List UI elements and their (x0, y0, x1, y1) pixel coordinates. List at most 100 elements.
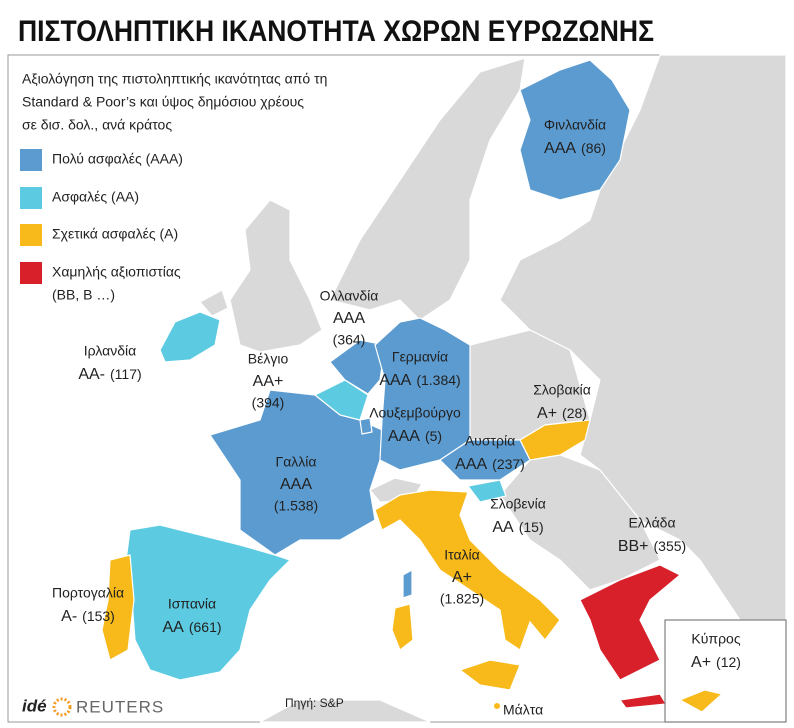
spain (125, 524, 292, 681)
greece (579, 564, 682, 681)
country-debt: (28) (562, 405, 587, 421)
country-debt: (364) (333, 332, 366, 348)
sicily (458, 659, 521, 691)
legend-label: Πολύ ασφαλές (AAA) (52, 151, 183, 167)
country-name: Λουξεμβούργο (369, 405, 461, 421)
country-rating: AAA (455, 456, 487, 473)
country-debt: (661) (189, 619, 222, 635)
country-rating: A+ (452, 569, 472, 586)
country-rating: BB+ (618, 538, 649, 555)
country-rating: AAA (280, 476, 312, 493)
country-rating: AAA (388, 428, 420, 445)
legend-swatch (20, 187, 42, 209)
source: Πηγή: S&P (285, 696, 344, 710)
country-rating: AAA (544, 140, 576, 157)
legend-label: (BB, B …) (52, 287, 115, 303)
country-rating: A- (61, 608, 77, 625)
cyprus (678, 689, 724, 713)
country-name: Βέλγιο (248, 351, 289, 367)
country-rating-debt: BB+ (355) (618, 538, 686, 556)
title: ΠΙΣΤΟΛΗΠΤΙΚΗ ΙΚΑΝΟΤΗΤΑ ΧΩΡΩΝ ΕΥΡΩΖΩΝΗΣ (18, 15, 654, 48)
cyprus-inset (664, 619, 787, 723)
ireland (159, 311, 221, 363)
country-debt: (5) (425, 428, 442, 444)
france (209, 389, 383, 556)
germany (374, 317, 471, 471)
country-name: Γαλλία (275, 454, 316, 470)
africa-coast (259, 699, 431, 723)
country-rating: AAA (333, 310, 365, 327)
scandinavia (329, 57, 526, 321)
northern-ireland (199, 289, 229, 317)
legend-swatch (20, 224, 42, 246)
country-rating-debt: AA (15) (492, 519, 543, 537)
country-debt: (394) (252, 395, 285, 411)
country-name: Κύπρος (691, 631, 740, 647)
legend-label: Σχετικά ασφαλές (A) (52, 226, 178, 242)
subtitle-line: Standard & Poor’s και ύψος δημόσιου χρέο… (22, 94, 304, 110)
country-name: Πορτογαλία (52, 585, 124, 601)
country-rating-debt: AAA (1.384) (379, 372, 460, 390)
country-rating-debt: AAA (5) (388, 428, 442, 446)
malta (494, 703, 500, 709)
country-rating-debt: AA- (117) (78, 366, 141, 384)
country-rating: A+ (537, 405, 557, 422)
logo-ide: idé (22, 696, 47, 715)
great-britain (229, 199, 323, 353)
map-shapes (7, 54, 787, 723)
logo-reuters: REUTERS (76, 697, 164, 716)
country-name: Ελλάδα (628, 515, 675, 531)
legend-swatch (20, 262, 42, 284)
austria (439, 439, 531, 481)
country-rating: AA (162, 619, 184, 636)
country-rating-debt: A+ (28) (537, 405, 587, 423)
country-name: Ιρλανδία (84, 343, 136, 359)
country-debt: (117) (110, 366, 142, 382)
country-name: Αυστρία (465, 433, 515, 449)
legend-label: Ασφαλές (AA) (52, 189, 139, 205)
luxembourg (359, 417, 373, 435)
country-debt: (237) (492, 456, 525, 472)
portugal (101, 554, 135, 661)
sardinia (391, 603, 414, 651)
corsica (402, 568, 413, 599)
country-name: Σλοβενία (490, 496, 546, 512)
italy (374, 489, 561, 651)
country-rating: A+ (691, 654, 711, 671)
netherlands (329, 339, 386, 395)
country-name: Φινλανδία (544, 117, 606, 133)
country-name: Σλοβακία (533, 382, 591, 398)
belgium (313, 379, 369, 421)
country-rating-debt: AAA (86) (544, 140, 606, 158)
finland (519, 59, 631, 201)
malta-label: Μάλτα (503, 702, 543, 718)
country-debt: (153) (82, 608, 115, 624)
country-rating-debt: A+ (12) (691, 654, 741, 672)
country-name: Ολλανδία (320, 288, 379, 304)
country-debt: (1.538) (274, 498, 318, 514)
country-name: Ισπανία (168, 596, 216, 612)
legend-swatch (20, 149, 42, 171)
subtitle-line: σε δισ. δολ., ανά κράτος (22, 117, 172, 133)
country-debt: (15) (519, 519, 544, 535)
country-rating-debt: AAA (237) (455, 456, 525, 474)
country-debt: (1.825) (440, 591, 484, 607)
subtitle-line: Αξιολόγηση της πιστοληπτικής ικανότητας … (22, 71, 327, 87)
country-rating: AAA (379, 372, 411, 389)
country-debt: (12) (716, 654, 741, 670)
country-rating: AA (492, 519, 514, 536)
country-rating-debt: A- (153) (61, 608, 115, 626)
country-rating: AA- (78, 366, 105, 383)
country-debt: (355) (654, 538, 687, 554)
legend-label: Χαμηλής αξιοπιστίας (52, 264, 181, 280)
country-name: Ιταλία (444, 547, 480, 563)
country-rating-debt: AA (661) (162, 619, 221, 637)
slovenia (466, 479, 507, 503)
country-rating: AA+ (253, 373, 284, 390)
country-debt: (1.384) (416, 372, 460, 388)
eastern-europe (499, 54, 787, 621)
country-name: Γερμανία (392, 349, 448, 365)
reuters-logo-mark (52, 697, 72, 717)
country-debt: (86) (581, 140, 606, 156)
